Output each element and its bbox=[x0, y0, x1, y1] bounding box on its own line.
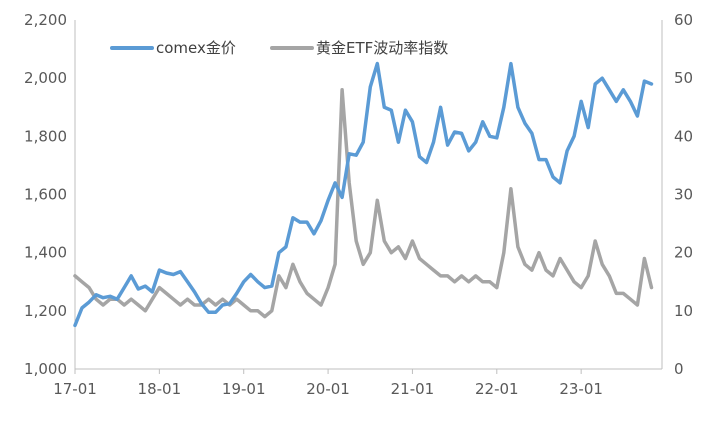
x-tick-label: 20-01 bbox=[306, 380, 350, 398]
y-left-tick-label: 1,600 bbox=[24, 186, 67, 204]
y-right-tick-label: 50 bbox=[674, 69, 693, 87]
y-right-tick-label: 40 bbox=[674, 127, 693, 145]
y-left-tick-label: 2,000 bbox=[24, 69, 67, 87]
y-right-tick-label: 20 bbox=[674, 244, 693, 262]
y-left-tick-label: 1,200 bbox=[24, 302, 67, 320]
y-left-tick-label: 1,000 bbox=[24, 360, 67, 378]
y-right-tick-label: 0 bbox=[674, 360, 684, 378]
series-line-etf-volatility bbox=[73, 88, 654, 319]
series-layer bbox=[73, 61, 654, 328]
legend-label: comex金价 bbox=[156, 39, 236, 57]
legend-label: 黄金ETF波动率指数 bbox=[316, 39, 448, 57]
x-tick-label: 18-01 bbox=[138, 380, 182, 398]
y-left-tick-label: 1,800 bbox=[24, 127, 67, 145]
y-right-tick-label: 30 bbox=[674, 186, 693, 204]
axes: 1,000 1,200 1,400 1,600 1,800 2,000 2,200 0 10 20… bbox=[24, 11, 693, 398]
x-tick-label: 23-01 bbox=[559, 380, 603, 398]
x-tick-label: 17-01 bbox=[53, 380, 97, 398]
x-tick-label: 22-01 bbox=[475, 380, 519, 398]
x-tick-label: 21-01 bbox=[391, 380, 435, 398]
legend-item-etf-volatility: 黄金ETF波动率指数 bbox=[270, 39, 448, 57]
y-left-tick-label: 2,200 bbox=[24, 11, 67, 29]
y-right-tick-label: 60 bbox=[674, 11, 693, 29]
x-tick-label: 19-01 bbox=[222, 380, 266, 398]
y-right-tick-label: 10 bbox=[674, 302, 693, 320]
legend-item-comex-gold: comex金价 bbox=[110, 39, 236, 57]
series-line-comex-gold bbox=[73, 61, 654, 328]
y-left-tick-label: 1,400 bbox=[24, 244, 67, 262]
legend: comex金价 黄金ETF波动率指数 bbox=[110, 39, 448, 57]
